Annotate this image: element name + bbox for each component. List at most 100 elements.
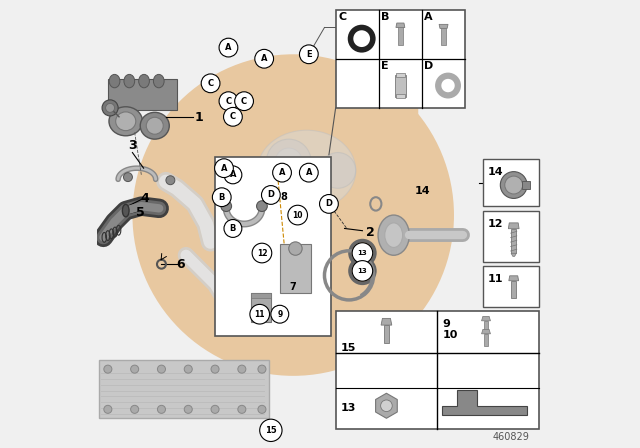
Polygon shape bbox=[396, 23, 405, 27]
Text: 1: 1 bbox=[195, 111, 204, 124]
Text: 10: 10 bbox=[443, 330, 458, 340]
Text: A: A bbox=[261, 54, 268, 63]
Text: 3: 3 bbox=[128, 139, 137, 152]
Text: 14: 14 bbox=[415, 185, 431, 195]
Text: A: A bbox=[305, 168, 312, 177]
Polygon shape bbox=[508, 223, 519, 228]
Circle shape bbox=[352, 261, 372, 281]
Ellipse shape bbox=[109, 74, 120, 88]
Circle shape bbox=[106, 103, 115, 112]
Circle shape bbox=[104, 405, 112, 414]
Circle shape bbox=[131, 405, 139, 414]
Text: E: E bbox=[381, 61, 389, 71]
Circle shape bbox=[238, 405, 246, 414]
Circle shape bbox=[300, 45, 318, 64]
Ellipse shape bbox=[266, 139, 311, 184]
Circle shape bbox=[319, 194, 339, 213]
Text: C: C bbox=[225, 97, 232, 106]
Circle shape bbox=[250, 304, 269, 324]
Circle shape bbox=[238, 365, 246, 373]
Bar bbox=[396, 94, 405, 98]
Ellipse shape bbox=[147, 117, 163, 134]
Polygon shape bbox=[511, 253, 516, 256]
Text: D: D bbox=[325, 199, 332, 208]
Bar bbox=[511, 281, 516, 297]
Text: 12: 12 bbox=[488, 219, 503, 228]
Circle shape bbox=[201, 74, 220, 93]
Text: 13: 13 bbox=[358, 250, 367, 256]
Text: A: A bbox=[221, 164, 227, 172]
Bar bbox=[483, 211, 539, 262]
Circle shape bbox=[124, 172, 132, 181]
Bar bbox=[335, 9, 465, 108]
Text: 9: 9 bbox=[277, 310, 282, 319]
Circle shape bbox=[288, 205, 307, 225]
Circle shape bbox=[273, 163, 291, 182]
Bar bbox=[99, 360, 269, 418]
Circle shape bbox=[214, 159, 234, 177]
Polygon shape bbox=[481, 316, 490, 321]
Bar bbox=[511, 228, 516, 253]
Text: 5: 5 bbox=[136, 206, 145, 219]
Bar bbox=[215, 157, 331, 336]
Bar bbox=[251, 293, 271, 297]
Text: C: C bbox=[241, 97, 247, 106]
Circle shape bbox=[224, 166, 242, 184]
Text: C: C bbox=[230, 112, 236, 121]
Circle shape bbox=[500, 172, 527, 198]
Bar bbox=[108, 79, 177, 110]
Text: 15: 15 bbox=[341, 343, 356, 353]
Circle shape bbox=[219, 92, 238, 111]
Circle shape bbox=[184, 405, 192, 414]
Circle shape bbox=[262, 185, 280, 204]
Text: 460829: 460829 bbox=[493, 432, 530, 442]
Bar bbox=[251, 293, 271, 322]
Bar bbox=[396, 73, 405, 77]
Polygon shape bbox=[439, 24, 448, 28]
Circle shape bbox=[157, 365, 166, 373]
Text: 4: 4 bbox=[141, 192, 149, 205]
Circle shape bbox=[219, 38, 238, 57]
Circle shape bbox=[212, 188, 231, 207]
Circle shape bbox=[223, 108, 243, 126]
Circle shape bbox=[211, 405, 219, 414]
Text: C: C bbox=[338, 12, 346, 22]
Ellipse shape bbox=[378, 215, 410, 255]
Bar bbox=[484, 334, 488, 346]
Circle shape bbox=[211, 365, 219, 373]
Text: 9: 9 bbox=[443, 319, 451, 329]
Circle shape bbox=[224, 220, 242, 237]
Bar bbox=[522, 181, 530, 190]
Circle shape bbox=[289, 242, 302, 255]
Ellipse shape bbox=[275, 148, 302, 175]
Circle shape bbox=[300, 163, 318, 182]
Circle shape bbox=[258, 405, 266, 414]
Ellipse shape bbox=[116, 112, 136, 131]
Circle shape bbox=[102, 100, 118, 116]
Polygon shape bbox=[381, 319, 392, 325]
Ellipse shape bbox=[154, 74, 164, 88]
Circle shape bbox=[258, 365, 266, 373]
Circle shape bbox=[221, 201, 232, 211]
Bar bbox=[483, 159, 539, 206]
Text: 11: 11 bbox=[255, 310, 265, 319]
Circle shape bbox=[505, 176, 523, 194]
Text: E: E bbox=[306, 50, 312, 59]
Text: C: C bbox=[207, 79, 214, 88]
Text: 2: 2 bbox=[365, 225, 374, 238]
Ellipse shape bbox=[124, 74, 134, 88]
Text: 15: 15 bbox=[265, 426, 276, 435]
Circle shape bbox=[132, 54, 454, 376]
Ellipse shape bbox=[320, 152, 356, 188]
Text: A: A bbox=[424, 12, 433, 22]
Circle shape bbox=[235, 92, 253, 111]
Polygon shape bbox=[509, 276, 518, 281]
Text: B: B bbox=[230, 224, 236, 233]
Circle shape bbox=[255, 49, 273, 68]
Circle shape bbox=[104, 365, 112, 373]
Text: 6: 6 bbox=[177, 258, 185, 271]
FancyBboxPatch shape bbox=[298, 103, 419, 318]
Polygon shape bbox=[442, 390, 527, 415]
Text: 13: 13 bbox=[358, 268, 367, 274]
Circle shape bbox=[252, 243, 272, 263]
